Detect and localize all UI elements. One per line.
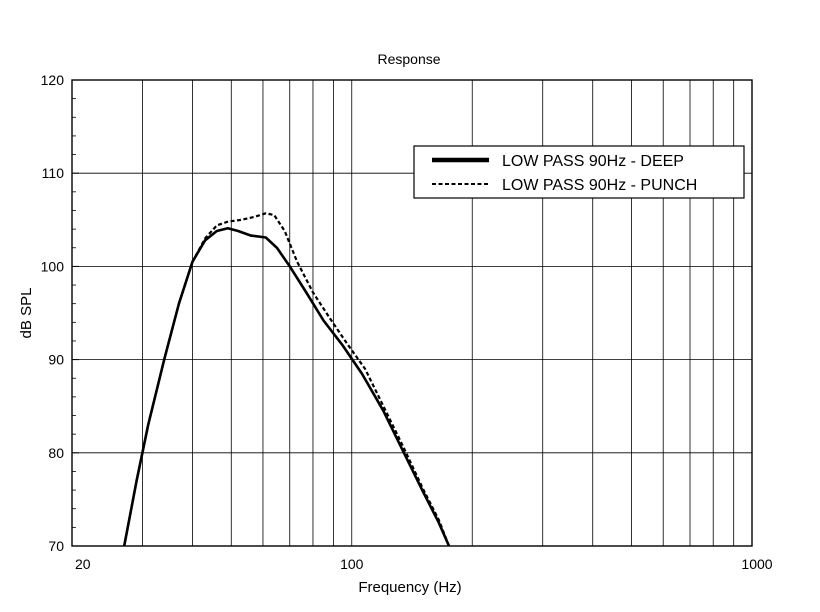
series-lines xyxy=(122,212,451,547)
legend-box xyxy=(413,145,745,199)
y-tick-label: 100 xyxy=(41,258,65,274)
y-tick-label: 120 xyxy=(41,72,65,88)
x-tick-label: 1000 xyxy=(741,556,772,572)
x-axis-label: Frequency (Hz) xyxy=(358,579,461,596)
x-tick-label: 20 xyxy=(75,556,91,572)
chart-title: Response xyxy=(377,51,440,67)
x-tick-label: 100 xyxy=(340,556,364,572)
plot-area-frame xyxy=(71,79,753,547)
y-tick-label: 110 xyxy=(42,165,65,181)
y-axis-label: dB SPL xyxy=(18,288,35,339)
legend-label-deep: LOW PASS 90Hz - DEEP xyxy=(502,153,684,170)
x-axis-ticks: 20 100 1000 xyxy=(75,556,773,572)
legend-label-punch: LOW PASS 90Hz - PUNCH xyxy=(502,177,697,194)
legend: LOW PASS 90Hz - DEEP LOW PASS 90Hz - PUN… xyxy=(413,145,745,199)
y-axis-ticks: 70 80 90 100 110 120 xyxy=(41,72,79,554)
y-tick-label: 80 xyxy=(48,445,64,461)
series-line-deep xyxy=(122,226,451,547)
y-tick-label: 90 xyxy=(48,352,64,368)
y-tick-label: 70 xyxy=(48,538,64,554)
series-line-punch xyxy=(123,212,451,547)
